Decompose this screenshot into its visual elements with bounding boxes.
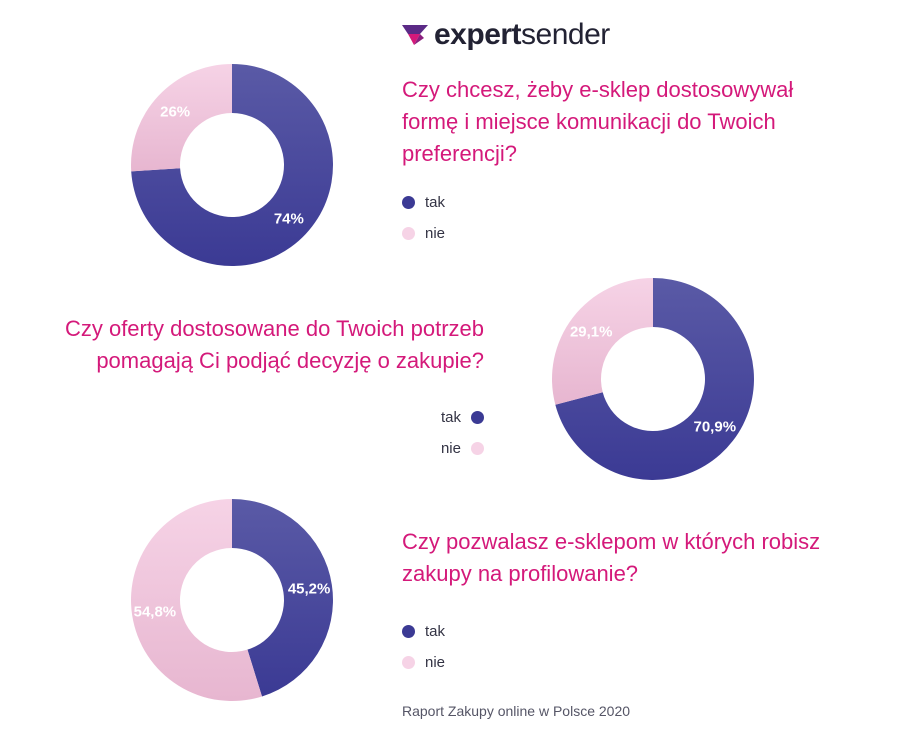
question-1-line-2: formę i miejsce komunikacji do Twoich (402, 109, 776, 134)
donut-chart-2: 70,9% 29,1% (552, 278, 754, 480)
slice-nie (552, 278, 653, 405)
legend-label-nie: nie (425, 225, 446, 242)
brand-name-light: sender (521, 18, 610, 51)
slice-tak (555, 278, 754, 480)
legend-item-tak: tak (402, 187, 445, 218)
slice-tak (131, 64, 333, 266)
slice-label-tak: 74% (274, 210, 304, 227)
slice-label-nie: 54,8% (134, 604, 177, 621)
brand-name: expertsender (434, 18, 610, 52)
slice-tak (232, 499, 333, 697)
question-3: Czy pozwalasz e-sklepom w których robisz… (402, 526, 820, 590)
legend-dot-nie (402, 227, 415, 240)
question-2: Czy oferty dostosowane do Twoich potrzeb… (65, 313, 484, 377)
slice-label-tak: 45,2% (288, 580, 331, 597)
brand-logo: expertsender (402, 18, 610, 52)
legend-2: tak nie (441, 402, 484, 464)
question-2-line-1: Czy oferty dostosowane do Twoich potrzeb (64, 316, 484, 341)
question-3-line-2: zakupy na profilowanie? (402, 561, 639, 586)
legend-label-nie: nie (425, 654, 446, 671)
donut-chart-3: 45,2% 54,8% (130, 499, 333, 701)
question-1-line-3: preferencji? (402, 141, 517, 166)
slice-nie (131, 64, 232, 172)
slice-label-tak: 70,9% (694, 419, 737, 436)
legend-dot-nie (402, 656, 415, 669)
donut-chart-1: 74% 26% (131, 64, 333, 266)
brand-name-bold: expert (434, 18, 522, 51)
slice-label-nie: 29,1% (570, 323, 613, 340)
legend-item-nie: nie (402, 218, 445, 249)
legend-dot-tak (471, 411, 484, 424)
legend-dot-tak (402, 196, 415, 209)
legend-item-nie: nie (402, 647, 445, 678)
source-note: Raport Zakupy online w Polsce 2020 (402, 703, 631, 719)
legend-1: tak nie (402, 187, 445, 249)
question-2-line-2: pomagają Ci podjąć decyzję o zakupie? (96, 348, 484, 373)
slice-nie (130, 499, 263, 701)
legend-item-tak: tak (402, 616, 445, 647)
expertsender-logo-icon (402, 25, 428, 45)
legend-3: tak nie (402, 616, 445, 678)
question-1-line-1: Czy chcesz, żeby e-sklep dostosowywał (402, 77, 794, 102)
legend-item-nie: nie (441, 433, 484, 464)
legend-item-tak: tak (441, 402, 484, 433)
legend-label-nie: nie (440, 440, 461, 457)
question-3-line-1: Czy pozwalasz e-sklepom w których robisz (402, 529, 821, 554)
legend-dot-nie (471, 442, 484, 455)
question-1: Czy chcesz, żeby e-sklep dostosowywał fo… (402, 74, 793, 170)
legend-label-tak: tak (425, 623, 446, 640)
slice-label-nie: 26% (160, 104, 190, 121)
legend-label-tak: tak (425, 194, 446, 211)
legend-label-tak: tak (440, 409, 461, 426)
legend-dot-tak (402, 625, 415, 638)
